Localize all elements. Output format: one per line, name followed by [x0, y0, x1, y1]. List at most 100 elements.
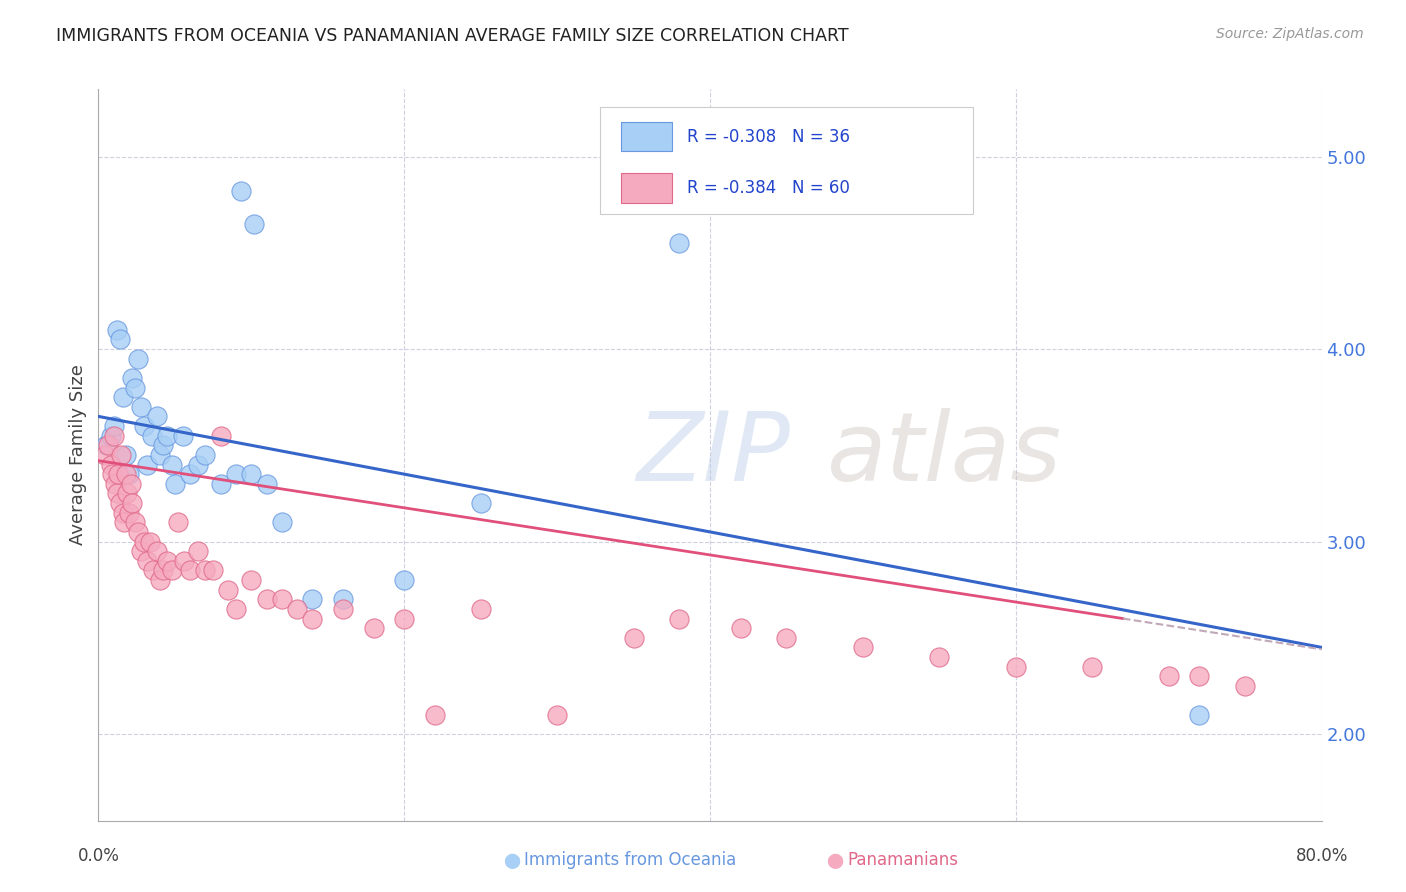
- Point: [117, 486, 139, 500]
- Text: R = -0.384   N = 60: R = -0.384 N = 60: [686, 179, 849, 197]
- Point: [93, 448, 115, 462]
- Point: [124, 380, 146, 394]
- Point: [668, 611, 690, 625]
- Point: [149, 573, 172, 587]
- Point: [301, 592, 323, 607]
- Point: [256, 476, 278, 491]
- Point: [240, 467, 263, 482]
- Point: [110, 448, 132, 462]
- Point: [668, 236, 690, 251]
- Point: [363, 621, 385, 635]
- Text: ⬤: ⬤: [503, 854, 520, 869]
- Text: Panamanians: Panamanians: [848, 851, 959, 869]
- Point: [129, 544, 152, 558]
- Text: ⬤: ⬤: [827, 854, 844, 869]
- Point: [100, 428, 122, 442]
- Point: [194, 563, 217, 577]
- Point: [1004, 659, 1026, 673]
- Point: [120, 476, 142, 491]
- Point: [392, 611, 416, 625]
- Point: [105, 323, 128, 337]
- Point: [121, 496, 143, 510]
- Point: [104, 476, 127, 491]
- Point: [167, 516, 190, 530]
- Point: [332, 592, 354, 607]
- Point: [127, 524, 149, 539]
- Point: [124, 516, 146, 530]
- Text: R = -0.308   N = 36: R = -0.308 N = 36: [686, 128, 849, 145]
- Point: [97, 438, 120, 452]
- Point: [225, 467, 247, 482]
- Point: [202, 563, 225, 577]
- Point: [160, 458, 183, 472]
- Point: [160, 563, 183, 577]
- Point: [121, 371, 143, 385]
- Y-axis label: Average Family Size: Average Family Size: [69, 365, 87, 545]
- Point: [1234, 679, 1257, 693]
- Point: [775, 631, 797, 645]
- Point: [172, 428, 194, 442]
- Point: [1188, 707, 1211, 722]
- Point: [928, 650, 950, 665]
- Point: [139, 534, 162, 549]
- Point: [301, 611, 323, 625]
- Point: [152, 563, 174, 577]
- Point: [103, 419, 125, 434]
- Point: [1157, 669, 1180, 683]
- Point: [145, 544, 167, 558]
- FancyBboxPatch shape: [600, 108, 973, 213]
- Point: [423, 707, 446, 722]
- Point: [101, 467, 124, 482]
- Point: [136, 458, 159, 472]
- FancyBboxPatch shape: [620, 173, 672, 202]
- Text: IMMIGRANTS FROM OCEANIA VS PANAMANIAN AVERAGE FAMILY SIZE CORRELATION CHART: IMMIGRANTS FROM OCEANIA VS PANAMANIAN AV…: [56, 27, 849, 45]
- Point: [256, 592, 278, 607]
- Point: [149, 448, 172, 462]
- Point: [127, 351, 149, 366]
- Point: [163, 476, 186, 491]
- Point: [134, 534, 156, 549]
- Point: [115, 467, 138, 482]
- Point: [105, 486, 128, 500]
- Point: [108, 496, 131, 510]
- Point: [118, 506, 141, 520]
- Point: [623, 631, 645, 645]
- Point: [156, 428, 179, 442]
- Point: [209, 476, 232, 491]
- Point: [194, 448, 217, 462]
- Text: 0.0%: 0.0%: [77, 847, 120, 865]
- Point: [103, 428, 125, 442]
- Point: [730, 621, 752, 635]
- Point: [1081, 659, 1104, 673]
- Point: [270, 516, 292, 530]
- Point: [225, 602, 247, 616]
- Point: [852, 640, 875, 655]
- FancyBboxPatch shape: [620, 122, 672, 152]
- Point: [173, 554, 195, 568]
- Point: [129, 400, 152, 414]
- Point: [111, 506, 134, 520]
- Text: atlas: atlas: [827, 409, 1062, 501]
- Text: Source: ZipAtlas.com: Source: ZipAtlas.com: [1216, 27, 1364, 41]
- Point: [141, 428, 163, 442]
- Point: [243, 217, 266, 231]
- Point: [270, 592, 292, 607]
- Point: [118, 467, 141, 482]
- Text: 80.0%: 80.0%: [1295, 847, 1348, 865]
- Point: [470, 496, 492, 510]
- Point: [152, 438, 174, 452]
- Point: [392, 573, 416, 587]
- Point: [108, 333, 131, 347]
- Text: Immigrants from Oceania: Immigrants from Oceania: [524, 851, 737, 869]
- Point: [156, 554, 179, 568]
- Point: [112, 516, 135, 530]
- Point: [145, 409, 167, 424]
- Point: [187, 458, 209, 472]
- Point: [136, 554, 159, 568]
- Point: [209, 428, 232, 442]
- Point: [285, 602, 308, 616]
- Point: [115, 448, 138, 462]
- Point: [142, 563, 165, 577]
- Point: [134, 419, 156, 434]
- Point: [217, 582, 239, 597]
